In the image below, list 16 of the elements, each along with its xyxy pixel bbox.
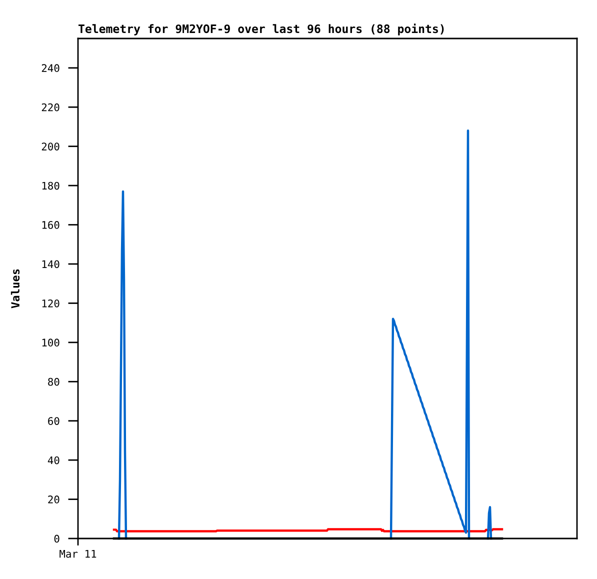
y-tick-label: 200 [42, 142, 60, 150]
y-tick-label: 120 [42, 299, 60, 308]
chart-title: Telemetry for 9M2YOF-9 over last 96 hours (88 points) [78, 24, 444, 36]
y-tick-label: 240 [42, 64, 60, 72]
y-tick-label: 220 [42, 103, 60, 112]
y-tick-label: 80 [48, 378, 60, 386]
y-axis-title: Values [10, 269, 20, 308]
x-tick-label: Mar 11 [60, 550, 96, 558]
y-tick-label: 60 [48, 417, 60, 425]
y-tick-label: 100 [42, 338, 60, 347]
y-tick-label: 160 [42, 221, 60, 229]
y-tick-label: 0 [54, 534, 60, 543]
y-tick-label: 180 [42, 182, 60, 190]
y-tick-label: 140 [42, 260, 60, 268]
y-tick-label: 20 [48, 496, 60, 504]
y-tick-label: 40 [48, 456, 60, 464]
